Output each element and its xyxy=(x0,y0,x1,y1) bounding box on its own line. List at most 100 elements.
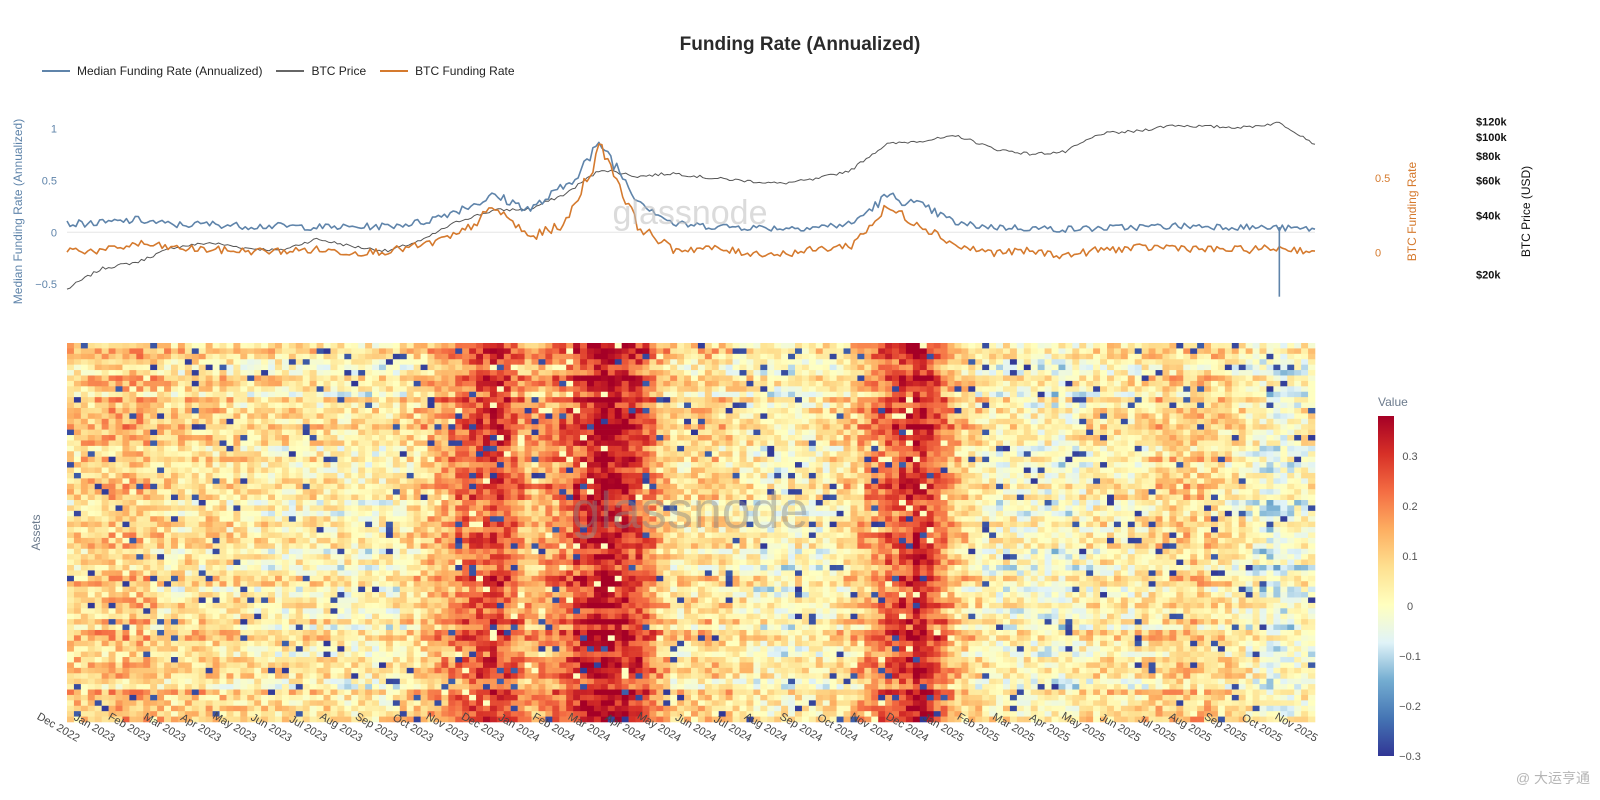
heatmap-cell xyxy=(115,667,123,674)
heatmap-cell xyxy=(247,543,255,550)
legend-item-btc-price[interactable]: BTC Price xyxy=(276,64,366,78)
heatmap-cell xyxy=(233,629,241,636)
heatmap-cell xyxy=(309,667,317,674)
heatmap-cell xyxy=(309,678,317,685)
heatmap-cell xyxy=(302,548,310,555)
heatmap-cell xyxy=(171,651,179,658)
heatmap-cell xyxy=(295,559,304,566)
heatmap-cell xyxy=(545,413,553,420)
heatmap-cell xyxy=(309,673,317,679)
heatmap-cell xyxy=(302,435,310,441)
heatmap-cell xyxy=(247,592,255,598)
heatmap-cell xyxy=(413,635,421,642)
heatmap-cell xyxy=(115,489,123,495)
heatmap-cell xyxy=(413,548,421,555)
heatmap-cell xyxy=(545,689,553,696)
heatmap-cell xyxy=(143,359,151,365)
heatmap-cell xyxy=(365,716,373,723)
heatmap-cell xyxy=(268,592,276,598)
heatmap-cell xyxy=(157,418,165,425)
heatmap-cell xyxy=(392,635,401,642)
heatmap-cell xyxy=(164,343,172,349)
heatmap-cell xyxy=(171,570,179,577)
heatmap-cell xyxy=(240,456,248,463)
heatmap-cell xyxy=(177,635,186,642)
heatmap-cell xyxy=(483,510,491,517)
heatmap-cell xyxy=(489,575,498,582)
heatmap-cell xyxy=(275,397,283,403)
heatmap-cell xyxy=(295,684,304,690)
heatmap-cell xyxy=(302,472,310,479)
heatmap-cell xyxy=(524,570,532,577)
heatmap-cell xyxy=(524,700,532,707)
heatmap-cell xyxy=(323,348,331,355)
heatmap-cell xyxy=(191,635,200,642)
heatmap-cell xyxy=(406,619,414,625)
heatmap-cell xyxy=(379,602,387,609)
heatmap-cell xyxy=(87,505,96,512)
heatmap-cell xyxy=(372,521,380,528)
heatmap-cell xyxy=(420,478,428,485)
heatmap-cell xyxy=(379,418,387,425)
heatmap-cell xyxy=(157,619,165,625)
heatmap-cell xyxy=(538,343,546,349)
heatmap-cell xyxy=(503,407,512,414)
heatmap-cell xyxy=(365,543,373,550)
heatmap-cell xyxy=(87,364,96,371)
heatmap-cell xyxy=(337,521,345,528)
heatmap-cell xyxy=(441,694,449,701)
heatmap-cell xyxy=(399,489,408,495)
heatmap-cell xyxy=(157,651,165,658)
heatmap-cell xyxy=(247,343,255,349)
heatmap-cell xyxy=(288,489,297,495)
heatmap-cell xyxy=(309,353,317,360)
heatmap-cell xyxy=(316,380,324,387)
heatmap-cell xyxy=(510,581,518,587)
heatmap-cell xyxy=(413,608,421,615)
heatmap-cell xyxy=(358,429,366,436)
heatmap-cell xyxy=(385,613,394,620)
heatmap-cell xyxy=(531,597,539,604)
heatmap-cell xyxy=(496,662,505,669)
heatmap-cell xyxy=(67,570,75,577)
heatmap-cell xyxy=(462,700,470,707)
legend-item-btc-funding[interactable]: BTC Funding Rate xyxy=(380,64,515,78)
heatmap-cell xyxy=(295,516,304,522)
heatmap-cell xyxy=(517,667,525,674)
heatmap-cell xyxy=(177,678,186,685)
heatmap-cell xyxy=(385,510,394,517)
heatmap-cell xyxy=(80,500,89,506)
heatmap-cell xyxy=(288,640,297,647)
legend-item-median-funding[interactable]: Median Funding Rate (Annualized) xyxy=(42,64,262,78)
heatmap-cell xyxy=(365,694,373,701)
heatmap-cell xyxy=(87,597,96,604)
heatmap-cell xyxy=(157,429,165,436)
heatmap-cell xyxy=(164,413,172,420)
heatmap-cell xyxy=(489,602,498,609)
heatmap-cell xyxy=(302,359,310,365)
heatmap-cell xyxy=(205,575,213,582)
heatmap-cell xyxy=(233,689,241,696)
heatmap-cell xyxy=(101,629,109,636)
legend[interactable]: Median Funding Rate (Annualized) BTC Pri… xyxy=(42,64,515,78)
heatmap-cell xyxy=(489,510,498,517)
heatmap-cell xyxy=(496,456,505,463)
heatmap-cell xyxy=(358,716,366,723)
heatmap-cell xyxy=(67,445,75,452)
heatmap-cell xyxy=(531,570,539,577)
page-title: Funding Rate (Annualized) xyxy=(679,34,921,55)
heatmap-cell xyxy=(288,451,297,457)
heatmap-cell xyxy=(302,667,310,674)
heatmap-cell xyxy=(358,543,366,550)
heatmap-cell xyxy=(115,581,123,587)
heatmap-cell xyxy=(115,364,123,371)
heatmap-cell xyxy=(330,635,338,642)
heatmap-cell xyxy=(337,483,345,490)
heatmap-cell xyxy=(427,505,435,512)
heatmap-cell xyxy=(510,635,518,642)
heatmap-cell xyxy=(358,608,366,615)
heatmap-cell xyxy=(441,516,449,522)
heatmap-cell xyxy=(351,716,359,723)
heatmap-cell xyxy=(212,592,220,598)
heatmap-cell xyxy=(406,532,414,539)
